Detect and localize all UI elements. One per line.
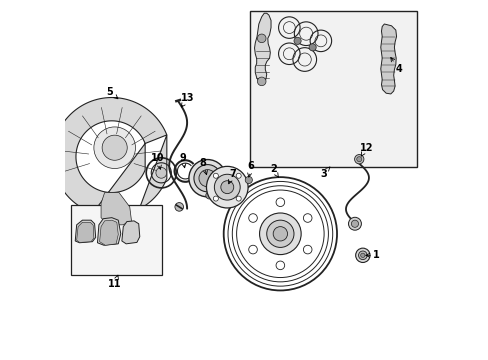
Circle shape xyxy=(308,44,316,51)
Polygon shape xyxy=(380,24,396,94)
Circle shape xyxy=(351,220,358,227)
Circle shape xyxy=(360,253,364,257)
Circle shape xyxy=(236,196,241,201)
Text: 3: 3 xyxy=(319,167,329,179)
Text: 13: 13 xyxy=(181,93,194,107)
Circle shape xyxy=(356,157,361,162)
Circle shape xyxy=(94,127,135,168)
Circle shape xyxy=(214,174,240,200)
Circle shape xyxy=(355,248,369,262)
Circle shape xyxy=(156,167,166,178)
Polygon shape xyxy=(254,13,270,82)
Circle shape xyxy=(194,165,221,192)
Bar xyxy=(70,205,162,275)
Text: 2: 2 xyxy=(269,164,278,177)
Circle shape xyxy=(276,261,284,270)
Polygon shape xyxy=(101,193,131,225)
Circle shape xyxy=(248,214,257,222)
Circle shape xyxy=(259,213,301,255)
Circle shape xyxy=(236,173,241,178)
Circle shape xyxy=(348,217,361,230)
Circle shape xyxy=(293,37,301,44)
Text: 12: 12 xyxy=(359,143,372,156)
Polygon shape xyxy=(77,222,94,242)
Polygon shape xyxy=(100,220,118,245)
Circle shape xyxy=(213,173,218,178)
Circle shape xyxy=(175,203,183,211)
Circle shape xyxy=(303,214,311,222)
Text: 6: 6 xyxy=(247,161,254,177)
Circle shape xyxy=(276,198,284,207)
Circle shape xyxy=(257,34,265,42)
Circle shape xyxy=(205,192,212,199)
Circle shape xyxy=(358,251,366,260)
Text: 1: 1 xyxy=(365,250,379,260)
Text: 4: 4 xyxy=(390,58,401,74)
Polygon shape xyxy=(122,221,140,244)
Text: 7: 7 xyxy=(228,168,236,184)
Text: 8: 8 xyxy=(200,158,207,175)
Text: 11: 11 xyxy=(108,275,121,289)
Circle shape xyxy=(273,226,287,241)
Text: 9: 9 xyxy=(179,153,186,168)
Polygon shape xyxy=(75,220,96,243)
Text: 5: 5 xyxy=(106,87,118,99)
Circle shape xyxy=(257,77,265,86)
Circle shape xyxy=(303,245,311,254)
Circle shape xyxy=(102,135,127,160)
Polygon shape xyxy=(97,218,121,245)
Circle shape xyxy=(188,159,226,197)
Circle shape xyxy=(213,196,218,201)
Bar xyxy=(249,12,416,167)
Text: 10: 10 xyxy=(151,153,164,169)
Circle shape xyxy=(244,176,252,184)
Circle shape xyxy=(199,170,216,187)
Circle shape xyxy=(206,166,247,208)
Circle shape xyxy=(266,220,293,247)
Polygon shape xyxy=(53,98,166,235)
Circle shape xyxy=(354,154,363,164)
Circle shape xyxy=(248,245,257,254)
Circle shape xyxy=(221,181,233,194)
